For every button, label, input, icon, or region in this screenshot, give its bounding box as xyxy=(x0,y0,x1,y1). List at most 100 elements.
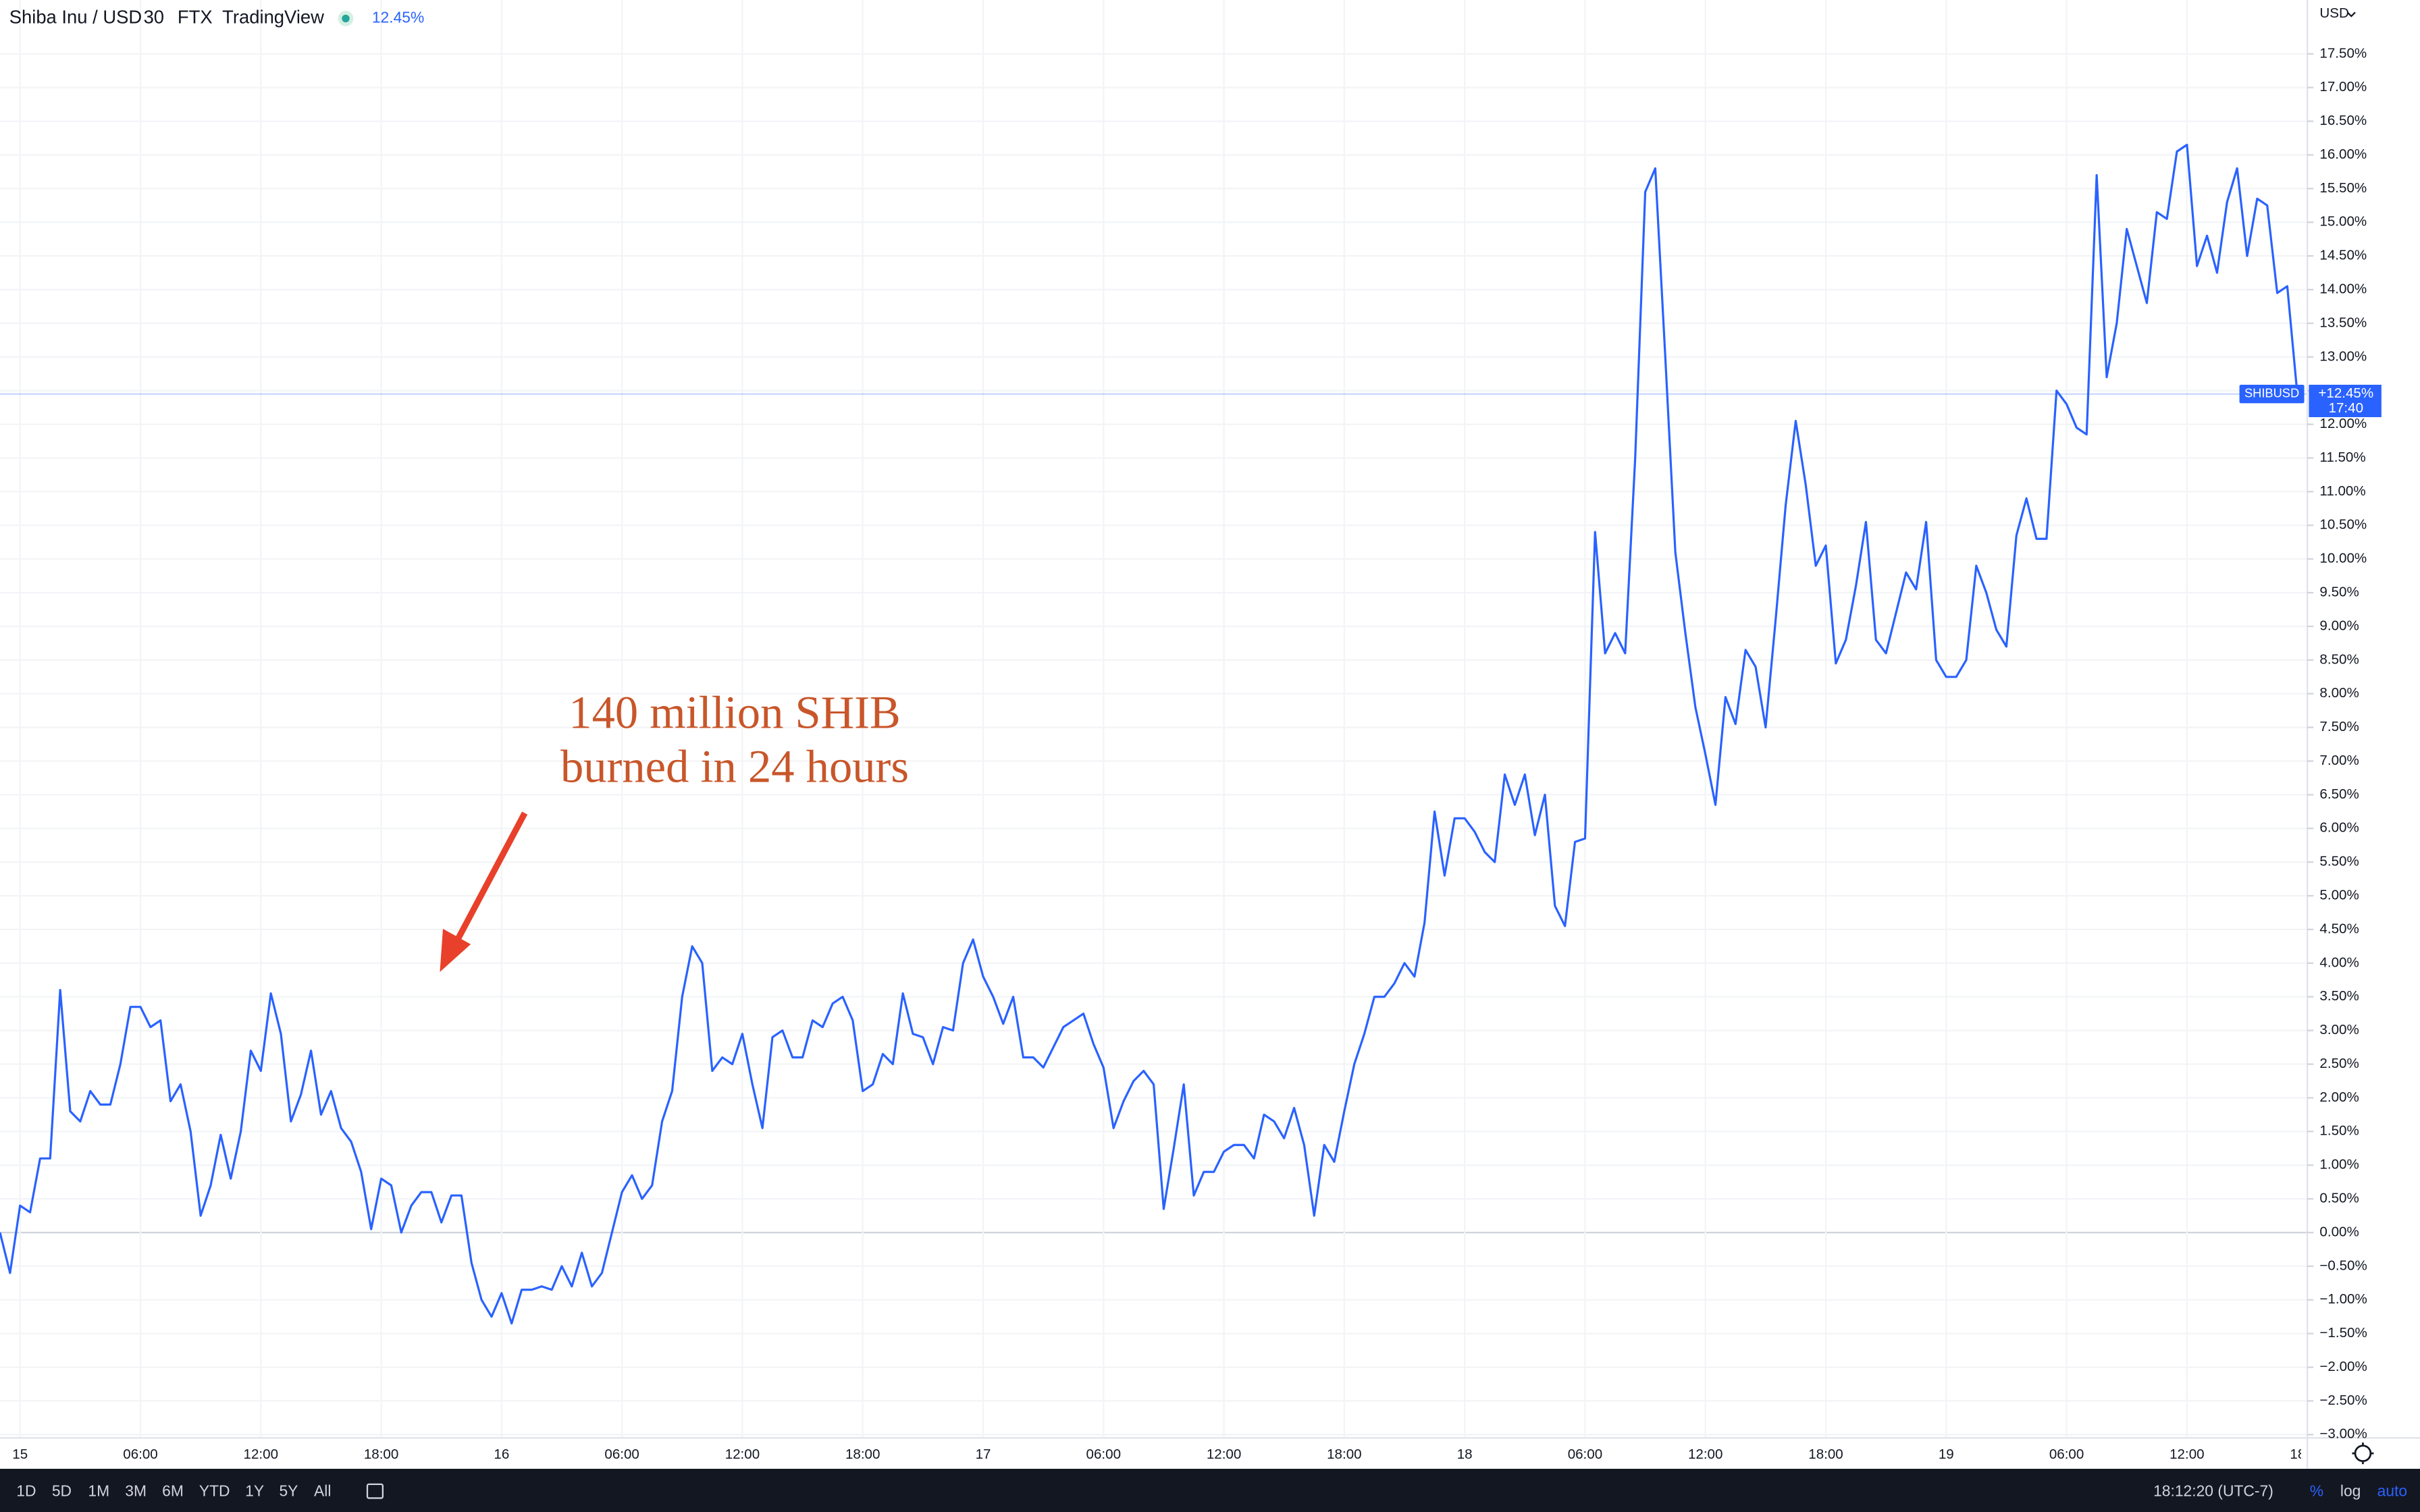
annotation-arrow xyxy=(454,811,528,943)
y-tick-label: 11.00% xyxy=(2319,483,2365,499)
range-button[interactable]: 1M xyxy=(88,1482,109,1499)
y-tick-label: 2.50% xyxy=(2319,1056,2359,1071)
price-line xyxy=(0,143,2298,1325)
y-tick-label: 9.50% xyxy=(2319,584,2359,599)
y-tick-label: −2.50% xyxy=(2319,1393,2367,1408)
range-button[interactable]: YTD xyxy=(199,1482,230,1499)
x-tick-label: 06:00 xyxy=(123,1447,157,1462)
x-tick-label: 15 xyxy=(12,1447,28,1462)
scale-option[interactable]: auto xyxy=(2377,1482,2407,1499)
grid xyxy=(0,0,2308,1438)
y-tick-label: 16.00% xyxy=(2319,146,2367,162)
y-tick-label: 10.00% xyxy=(2319,551,2367,566)
y-tick-label: −2.00% xyxy=(2319,1359,2367,1374)
y-tick-label: 14.50% xyxy=(2319,248,2367,263)
y-tick-label: 6.00% xyxy=(2319,820,2359,836)
source: TradingView xyxy=(222,7,324,28)
y-tick-label: 17.00% xyxy=(2319,79,2367,94)
y-tick-label: 15.00% xyxy=(2319,214,2367,230)
y-tick-label: 6.50% xyxy=(2319,786,2359,802)
y-tick-label: 8.50% xyxy=(2319,651,2359,667)
y-tick-label: 5.50% xyxy=(2319,854,2359,869)
y-tick-label: 7.00% xyxy=(2319,753,2359,768)
header-change: 12.45% xyxy=(372,8,424,26)
annotation-arrowhead xyxy=(440,929,471,972)
y-tick-label: 4.50% xyxy=(2319,921,2359,936)
price-tag-time: 17:40 xyxy=(2329,400,2363,416)
currency[interactable]: USD xyxy=(2319,5,2348,21)
x-tick-label: 12:00 xyxy=(1688,1447,1722,1462)
scale-option[interactable]: % xyxy=(2310,1482,2323,1499)
series-tag-name: SHIBUSD xyxy=(2244,386,2299,400)
x-axis: 15 06:00 12:00 18:00 16 06:00 12:00 18:00 17 06:0… xyxy=(12,1447,2324,1462)
range-button[interactable]: 1D xyxy=(16,1482,36,1499)
y-tick-label: 3.00% xyxy=(2319,1022,2359,1037)
x-tick-label: 18 xyxy=(1457,1447,1473,1462)
y-tick-label: 13.50% xyxy=(2319,315,2367,330)
interval: 30 xyxy=(144,7,164,28)
y-tick-label: 17.50% xyxy=(2319,45,2367,61)
symbol: Shiba Inu / USD xyxy=(9,7,142,28)
range-button[interactable]: 3M xyxy=(125,1482,147,1499)
x-tick-label: 06:00 xyxy=(1086,1447,1121,1462)
x-tick-label: 18:00 xyxy=(1327,1447,1361,1462)
clock: 18:12:20 (UTC-7) xyxy=(2153,1482,2273,1499)
y-tick-label: 11.50% xyxy=(2319,450,2365,465)
plot-area xyxy=(0,143,2308,1325)
y-tick-label: 5.00% xyxy=(2319,888,2359,903)
x-tick-label: 18:00 xyxy=(845,1447,880,1462)
y-tick-label: −1.50% xyxy=(2319,1325,2367,1341)
settings-icon[interactable] xyxy=(2352,1442,2374,1465)
y-tick-label: 3.50% xyxy=(2319,988,2359,1004)
annotation: burned in 24 hours xyxy=(560,741,909,792)
y-tick-label: 7.50% xyxy=(2319,719,2359,734)
x-tick-label: 18:00 xyxy=(2290,1447,2324,1462)
y-tick-label: 8.00% xyxy=(2319,685,2359,701)
date-range-icon[interactable] xyxy=(366,1483,384,1499)
range-button[interactable]: 5D xyxy=(52,1482,72,1499)
y-tick-label: 12.00% xyxy=(2319,416,2367,431)
status-dot xyxy=(342,14,350,23)
price-tag xyxy=(2309,384,2382,417)
y-tick-label: −1.00% xyxy=(2319,1291,2367,1307)
price-tag-label: +12.45% xyxy=(2318,385,2373,401)
x-tick-label: 06:00 xyxy=(2049,1447,2084,1462)
series-tag xyxy=(2239,384,2305,404)
y-tick-label: −3.00% xyxy=(2319,1426,2367,1442)
range-button[interactable]: 1Y xyxy=(245,1482,264,1499)
x-tick-label: 18:00 xyxy=(1808,1447,1843,1462)
x-tick-label: 18:00 xyxy=(364,1447,398,1462)
x-tick-label: 06:00 xyxy=(604,1447,639,1462)
y-tick-label: 15.50% xyxy=(2319,180,2367,196)
y-tick-label: 9.00% xyxy=(2319,618,2359,633)
range-button[interactable]: 5Y xyxy=(279,1482,298,1499)
bottom-controls: 1D 5D 1M 3M 6M YTD 1Y 5Y All 18:12:20 (UTC-7)% log… xyxy=(16,1482,2407,1499)
y-tick-label: 14.00% xyxy=(2319,281,2367,296)
x-tick-label: 12:00 xyxy=(1207,1447,1241,1462)
y-tick-label: 16.50% xyxy=(2319,113,2367,128)
exchange: FTX xyxy=(178,7,213,28)
y-tick-label: 0.50% xyxy=(2319,1191,2359,1206)
x-tick-label: 17 xyxy=(976,1447,991,1462)
y-tick-label: 4.00% xyxy=(2319,954,2359,970)
y-tick-label: 13.00% xyxy=(2319,348,2367,364)
x-tick-label: 16 xyxy=(494,1447,509,1462)
x-tick-label: 19 xyxy=(1939,1447,1954,1462)
y-tick-label: 1.50% xyxy=(2319,1123,2359,1139)
currency-caret xyxy=(2346,11,2356,18)
y-tick-label: 0.00% xyxy=(2319,1224,2359,1239)
range-button[interactable]: All xyxy=(314,1482,331,1499)
y-tick-label: −0.50% xyxy=(2319,1258,2367,1273)
x-tick-label: 12:00 xyxy=(725,1447,760,1462)
scale-option[interactable]: log xyxy=(2340,1482,2361,1499)
y-tick-label: 10.50% xyxy=(2319,517,2367,533)
range-button[interactable]: 6M xyxy=(162,1482,184,1499)
x-tick-label: 12:00 xyxy=(2169,1447,2204,1462)
x-tick-label: 12:00 xyxy=(244,1447,278,1462)
bottom-bar xyxy=(0,1469,2420,1512)
x-tick-label: 06:00 xyxy=(1568,1447,1602,1462)
annotation: 140 million SHIB xyxy=(569,687,900,738)
